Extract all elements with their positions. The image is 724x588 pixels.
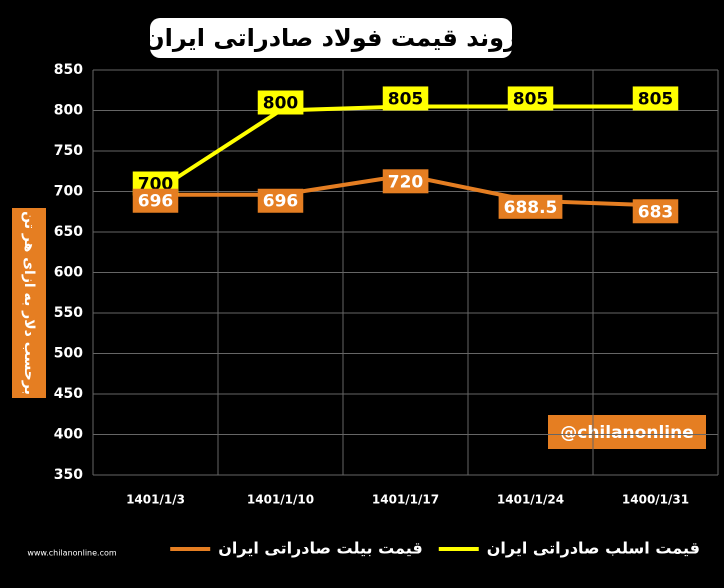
data-label-text: 805 bbox=[388, 89, 424, 109]
y-tick-label: 700 bbox=[54, 184, 83, 200]
x-tick-label: 1401/1/17 bbox=[372, 493, 439, 507]
y-tick-label: 800 bbox=[54, 103, 83, 119]
data-label: 696 bbox=[132, 188, 179, 213]
data-label-text: 696 bbox=[138, 192, 174, 212]
data-label: 683 bbox=[632, 199, 679, 224]
data-label: 720 bbox=[382, 169, 429, 194]
data-label-text: 696 bbox=[263, 192, 299, 212]
legend-label: قیمت اسلب صادراتی ایران bbox=[487, 539, 700, 558]
data-label-text: 683 bbox=[638, 202, 674, 222]
data-label-box bbox=[507, 86, 554, 111]
y-tick-label: 600 bbox=[54, 265, 83, 281]
data-label-text: 805 bbox=[638, 89, 674, 109]
data-label-text: 800 bbox=[263, 94, 299, 114]
data-label-box bbox=[382, 86, 429, 111]
data-label: 805 bbox=[507, 86, 554, 111]
data-label: 688.5 bbox=[498, 194, 563, 219]
y-tick-label: 750 bbox=[54, 143, 83, 159]
x-tick-label: 1401/1/24 bbox=[497, 493, 564, 507]
data-label-box bbox=[498, 194, 563, 219]
data-label: 805 bbox=[632, 86, 679, 111]
x-tick-label: 1400/1/31 bbox=[622, 493, 689, 507]
data-label-text: 805 bbox=[513, 89, 549, 109]
y-tick-label: 500 bbox=[54, 346, 83, 362]
legend-label: قیمت بیلت صادراتی ایران bbox=[218, 539, 423, 558]
annotation-box bbox=[548, 415, 706, 449]
data-label-text: 688.5 bbox=[504, 198, 558, 218]
y-label-box bbox=[12, 208, 46, 398]
chart-title: روند قیمت فولاد صادراتی ایران bbox=[144, 24, 518, 52]
annotation: @chilanonline bbox=[560, 423, 693, 443]
title-box bbox=[150, 18, 512, 58]
y-tick-label: 650 bbox=[54, 224, 83, 240]
data-label-box bbox=[132, 188, 179, 213]
y-tick-label: 350 bbox=[54, 467, 83, 483]
x-tick-label: 1401/1/10 bbox=[247, 493, 314, 507]
data-label-box bbox=[382, 169, 429, 194]
data-label-box bbox=[257, 188, 304, 213]
y-tick-label: 850 bbox=[54, 62, 83, 78]
data-label-box bbox=[632, 86, 679, 111]
data-label: 696 bbox=[257, 188, 304, 213]
y-axis-label: برحسب دلار به ازای هر تن bbox=[21, 211, 37, 395]
data-label: 800 bbox=[257, 90, 304, 115]
y-tick-label: 400 bbox=[54, 427, 83, 443]
data-label-box bbox=[257, 90, 304, 115]
watermark: www.chilanonline.com bbox=[27, 549, 117, 558]
y-tick-label: 550 bbox=[54, 305, 83, 321]
data-label-box bbox=[632, 199, 679, 224]
data-label: 805 bbox=[382, 86, 429, 111]
y-tick-label: 450 bbox=[54, 386, 83, 402]
x-tick-label: 1401/1/3 bbox=[126, 493, 185, 507]
data-label-text: 720 bbox=[388, 172, 424, 192]
